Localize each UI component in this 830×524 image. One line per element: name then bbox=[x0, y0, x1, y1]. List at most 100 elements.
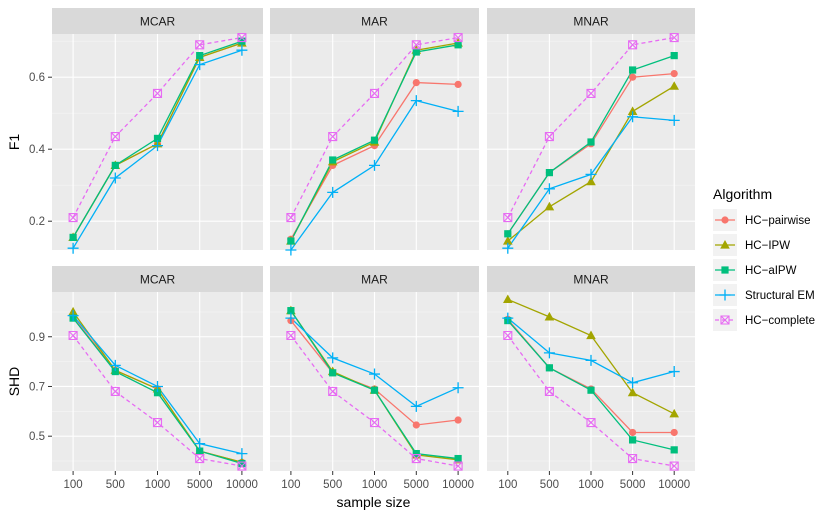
data-point bbox=[629, 428, 637, 437]
y-tick-label: 0.4 bbox=[29, 144, 46, 156]
data-point bbox=[627, 377, 639, 389]
data-point bbox=[153, 389, 162, 397]
facet-strip-label: MCAR bbox=[140, 273, 176, 287]
data-point bbox=[412, 79, 420, 87]
x-tick-label: 500 bbox=[106, 479, 125, 491]
data-point bbox=[585, 168, 597, 180]
data-point bbox=[454, 416, 462, 424]
data-point bbox=[629, 436, 637, 444]
facet-strip-label: MNAR bbox=[573, 15, 609, 29]
data-point bbox=[109, 359, 121, 371]
data-point bbox=[543, 183, 555, 195]
x-tick-label: 1000 bbox=[362, 479, 388, 491]
facet-strip bbox=[52, 8, 263, 34]
data-point bbox=[152, 88, 163, 98]
data-point bbox=[453, 461, 463, 471]
data-point bbox=[503, 330, 513, 341]
data-point bbox=[586, 417, 596, 428]
data-point bbox=[587, 386, 595, 394]
data-point bbox=[369, 159, 380, 171]
data-point bbox=[152, 140, 163, 152]
data-point bbox=[287, 307, 295, 315]
x-tick-label: 100 bbox=[281, 479, 300, 491]
data-point bbox=[195, 40, 205, 50]
data-point bbox=[69, 233, 77, 241]
data-point bbox=[628, 40, 638, 50]
data-point bbox=[670, 446, 678, 454]
facet-strip bbox=[270, 266, 479, 292]
data-point bbox=[503, 236, 513, 245]
data-point bbox=[545, 364, 553, 372]
legend-label: Structural EM bbox=[745, 290, 815, 302]
data-point bbox=[585, 354, 597, 366]
data-point bbox=[68, 213, 78, 223]
data-point bbox=[369, 88, 380, 98]
x-axis-title: sample size bbox=[337, 494, 411, 510]
data-point bbox=[669, 33, 679, 43]
legend-key-marker bbox=[720, 315, 730, 325]
data-point bbox=[194, 438, 206, 450]
data-point bbox=[452, 382, 464, 394]
data-point bbox=[152, 380, 163, 392]
data-point bbox=[410, 95, 422, 107]
y-tick-label: 0.9 bbox=[29, 332, 45, 344]
data-point bbox=[504, 230, 512, 238]
legend-key-marker bbox=[721, 216, 729, 224]
x-tick-label: 1000 bbox=[578, 479, 604, 491]
data-point bbox=[544, 132, 554, 142]
panel-mnar-f1: MNAR bbox=[487, 8, 695, 254]
data-point bbox=[629, 66, 637, 74]
legend-key-marker bbox=[720, 240, 730, 249]
data-point bbox=[286, 213, 296, 223]
data-point bbox=[669, 461, 679, 471]
data-point bbox=[544, 311, 555, 321]
data-point bbox=[328, 132, 338, 142]
data-point bbox=[111, 367, 119, 376]
x-tick-label: 10000 bbox=[658, 479, 690, 491]
y-tick-label: 0.7 bbox=[29, 381, 45, 393]
y-tick-label: 0.5 bbox=[29, 431, 45, 443]
data-point bbox=[110, 386, 120, 396]
panel-mar-f1: MAR bbox=[270, 8, 479, 256]
data-point bbox=[543, 347, 555, 359]
data-point bbox=[587, 138, 595, 146]
data-point bbox=[412, 449, 420, 458]
data-point bbox=[544, 386, 554, 396]
x-tick-label: 10000 bbox=[226, 479, 258, 491]
legend-key-marker bbox=[719, 289, 731, 301]
data-point bbox=[627, 111, 639, 123]
data-point bbox=[412, 48, 420, 56]
data-point bbox=[196, 447, 204, 455]
facet-strip-label: MNAR bbox=[573, 273, 609, 287]
data-point bbox=[67, 242, 79, 254]
data-point bbox=[670, 70, 678, 78]
data-point bbox=[586, 176, 596, 186]
legend-label: HC−pairwise bbox=[745, 215, 811, 227]
data-point bbox=[586, 88, 596, 98]
legend-key-marker bbox=[721, 266, 729, 274]
data-point bbox=[502, 312, 514, 324]
facet-strip bbox=[270, 8, 479, 34]
data-point bbox=[627, 106, 638, 115]
x-tick-label: 500 bbox=[540, 479, 559, 491]
panel-mnar-shd: MNAR 100 500 1000 5000 10000 bbox=[487, 266, 695, 491]
legend-label: HC−complete bbox=[745, 315, 815, 327]
y-axis-title: F1 bbox=[6, 134, 22, 151]
x-tick-label: 5000 bbox=[620, 479, 646, 491]
data-point bbox=[110, 132, 120, 142]
panel-mar-shd: MAR 100 500 1000 5000 10000 bbox=[270, 266, 479, 491]
data-point bbox=[285, 312, 297, 324]
data-point bbox=[411, 454, 421, 464]
data-point bbox=[328, 386, 338, 396]
data-point bbox=[454, 41, 462, 49]
data-point bbox=[237, 33, 247, 43]
panel-mcar-shd: MCAR 100 500 1000 5000 10000 bbox=[52, 266, 263, 491]
data-point bbox=[628, 454, 638, 464]
data-point bbox=[454, 454, 462, 463]
data-point bbox=[369, 417, 380, 428]
legend-label: HC−IPW bbox=[745, 240, 790, 252]
data-point bbox=[586, 330, 596, 340]
data-point bbox=[195, 454, 205, 464]
x-tick-label: 5000 bbox=[187, 479, 213, 491]
